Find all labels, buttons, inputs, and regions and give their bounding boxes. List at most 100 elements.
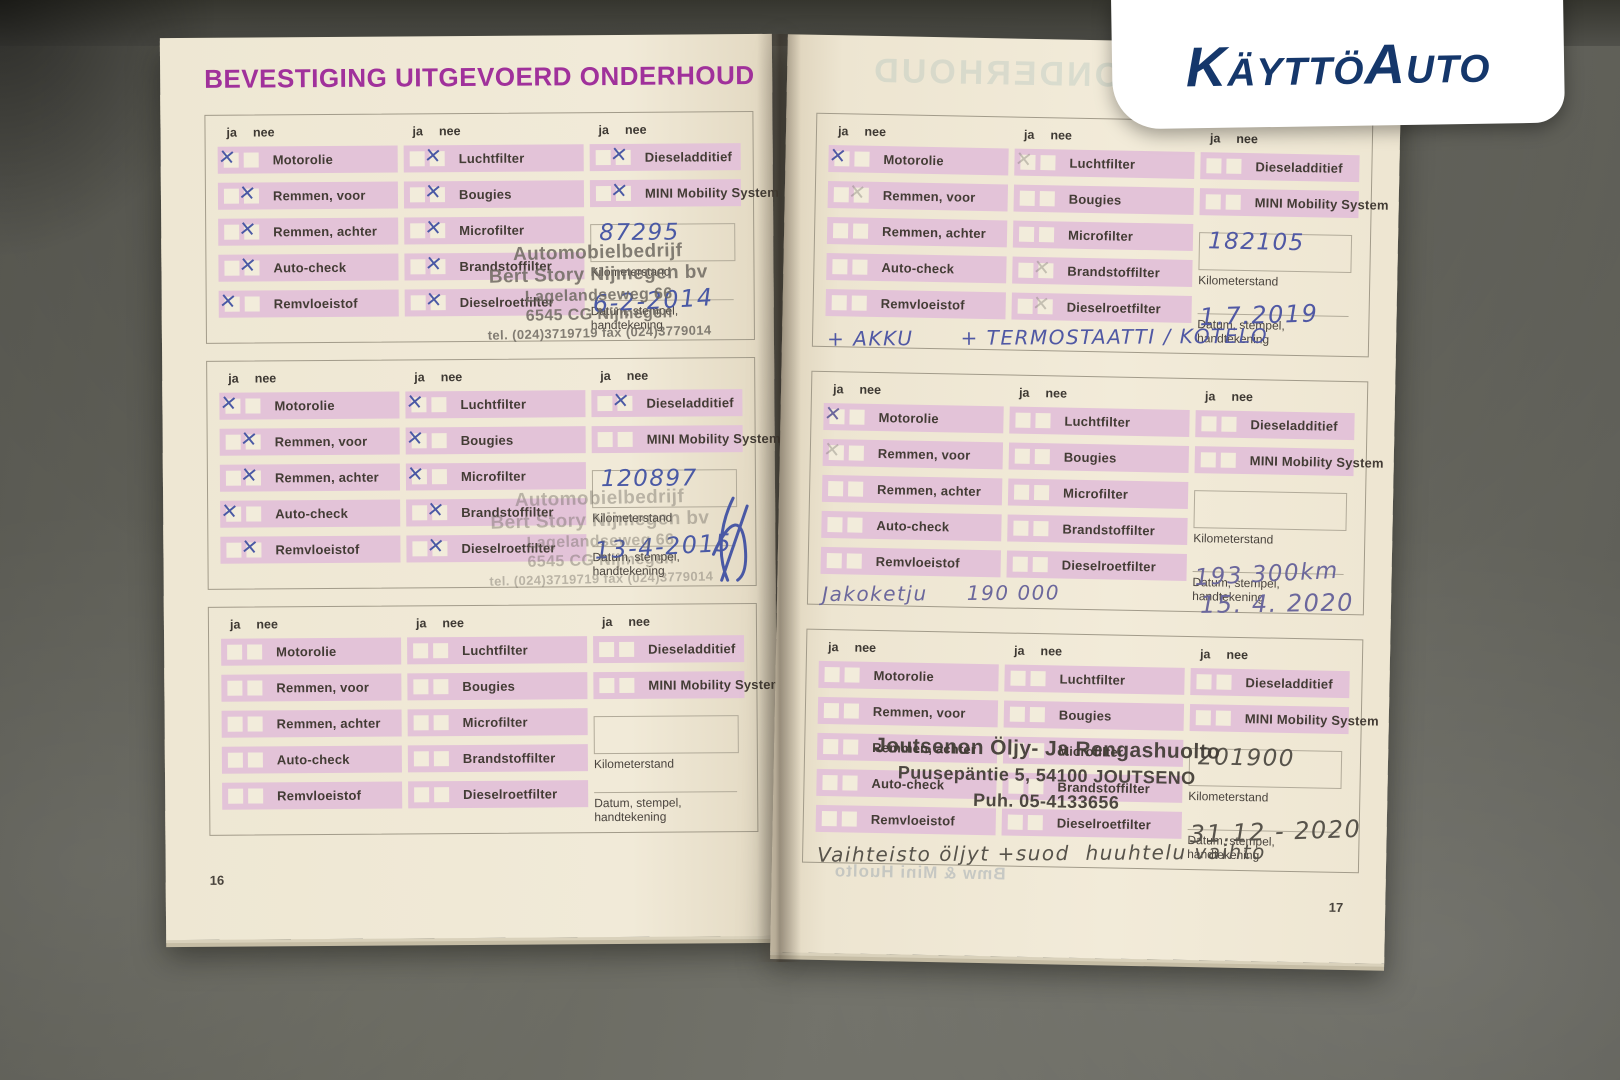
service-record-block: ja nee × Motorolie × Remmen, voor × Remmen, ach… [204,111,779,344]
checklist-row: Auto-check [221,745,402,774]
check-mark-icon: × [240,530,259,563]
checklist-row: × Microfilter [406,458,587,491]
checkbox-ja [1007,814,1023,830]
check-mark-icon: × [237,212,257,245]
checklist-label: Remmen, voor [274,433,368,450]
checklist-label: Bougies [458,186,512,203]
check-mark-icon: × [822,433,842,465]
page-number-right: 17 [1328,899,1344,916]
kilometerstand-value: 201900 [1197,744,1296,773]
checkbox-nee [1035,413,1051,429]
checklist-row: Remvloeistof [820,546,1001,578]
checklist-row: × Brandstoffilter [404,248,585,281]
checkbox-nee [247,752,263,768]
checklist-row: Bougies [1003,700,1185,731]
nee-header-label: nee [252,125,275,140]
checklist-column: ja nee × Luchtfilter × Bougies × Microfilter × Br… [403,123,585,333]
check-mark-icon: × [847,175,867,208]
checklist-label: Microfilter [1067,227,1134,244]
check-mark-icon: × [423,139,442,171]
check-mark-icon: × [425,493,445,525]
ja-nee-header: ja nee [824,382,1004,399]
checklist-label: Remmen, achter [273,223,378,240]
check-mark-icon: × [609,138,628,170]
check-mark-icon: × [1031,287,1051,319]
checklist-label: Brandstoffilter [461,504,554,521]
kilometerstand-label: Kilometerstand [1198,273,1279,289]
checklist-label: Remmen, achter [881,224,987,242]
checklist-row: Dieselroetfilter [408,780,589,809]
checkbox-nee [848,481,864,497]
checklist-label: Auto-check [871,775,945,793]
checklist-row: MINI Mobility System [593,671,782,700]
datum-label: Datum, stempel, handtekening [1187,833,1275,863]
checklist-row: Remmen, achter [821,474,1003,506]
nee-header-label: nee [442,616,464,631]
checkbox-ja [824,667,840,683]
kilometerstand-label: Kilometerstand [590,264,671,280]
nee-header-label: nee [854,640,877,655]
checklist-label: Remmen, voor [882,188,976,205]
checkbox-nee [1032,556,1048,573]
checkbox-ja [1013,520,1029,536]
checklist-label: MINI Mobility System [1254,195,1389,213]
check-mark-icon: × [217,140,236,173]
checklist-label: MINI Mobility System [648,676,783,693]
checkbox-ja [225,434,241,450]
checklist-label: Auto-check [876,517,950,535]
datum-label: Datum, stempel, handtekening [594,795,682,825]
checkbox-ja [1017,298,1033,314]
checkbox-nee: × [239,423,261,454]
checklist-row: Auto-check [826,252,1007,284]
summary-column: ja nee Dieseladditief MINI Mobility System K… [1192,389,1384,619]
datum-label: Datum, stempel, handtekening [1196,317,1285,347]
checklist-label: Remvloeistof [880,296,965,313]
checkbox-nee [848,445,864,461]
checkbox-nee: × [424,176,446,207]
checkbox-ja [227,716,243,732]
checklist-column: ja nee × Motorolie × Remmen, voor Remmen, acht… [820,382,1004,599]
checkbox-nee [1029,742,1045,759]
ja-nee-header: ja nee [1010,386,1190,403]
checklist-label: Remvloeistof [273,295,358,312]
nee-header-label: nee [1050,128,1073,143]
checklist-row: Dieseladditief [1195,410,1355,441]
checkbox-ja [823,739,839,755]
checkbox-ja [1205,194,1221,210]
ja-header-label: ja [1209,131,1221,146]
checkbox-ja [226,542,242,558]
checklist-row: × MINI Mobility System [589,174,779,208]
checkbox-nee [431,397,447,413]
checklist-label: Dieseladditief [644,149,733,165]
checklist-row: × Bougies [405,422,586,455]
checkbox-ja [228,788,244,804]
checkbox-ja [597,395,613,412]
checklist-row: Bougies [1013,184,1194,216]
checkbox-ja [410,259,426,275]
checklist-label: Auto-check [276,751,350,768]
booklet-page-right: ONDERHOUD ja nee × Motorolie × Remmen, voor Re… [770,34,1402,964]
checklist-label: Dieselroetfilter [459,294,554,311]
checkbox-ja [1206,158,1222,174]
checklist-label: Bougies [1063,449,1117,466]
checkbox-ja [412,541,428,557]
checklist-row: Luchtfilter [1009,406,1190,437]
checklist-row: Brandstoffilter [1007,514,1188,545]
checklist-column: ja nee Luchtfilter Bougies Microfilter Brands… [407,615,589,825]
checklist-row: × Luchtfilter [403,139,584,173]
checklist-label: Bougies [462,678,516,695]
checklist-row: × Brandstoffilter [406,493,587,527]
checkbox-nee [1027,814,1043,831]
checklist-row: × Bougies [403,176,585,209]
checklist-row: Microfilter [1007,478,1189,509]
checklist-label: Remvloeistof [277,787,362,804]
checklist-label: Remmen, voor [877,445,971,463]
checkbox-ja [413,643,429,659]
checkbox-nee [846,553,862,569]
checkbox-ja: × [823,397,845,429]
checklist-row: × Remmen, voor [827,175,1009,212]
checkbox-nee [433,679,449,695]
checkbox-nee [619,641,635,657]
checkbox-nee: × [1031,287,1053,319]
checklist-label: Luchtfilter [1059,671,1126,688]
